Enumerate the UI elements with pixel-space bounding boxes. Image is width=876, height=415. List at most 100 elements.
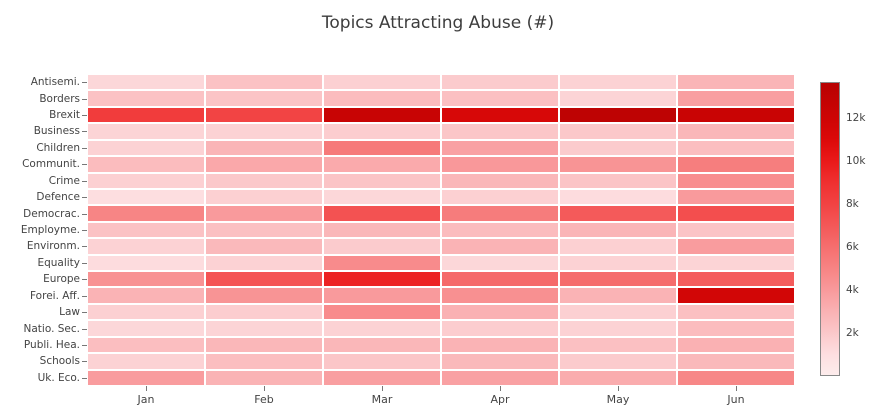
heatmap-cell[interactable]: [442, 140, 558, 156]
heatmap-cell[interactable]: [442, 91, 558, 106]
heatmap-cell[interactable]: [88, 107, 204, 123]
heatmap-cell[interactable]: [560, 206, 676, 221]
heatmap-cell[interactable]: [324, 321, 440, 336]
heatmap-cell[interactable]: [678, 173, 794, 188]
heatmap-cell[interactable]: [678, 239, 794, 254]
heatmap-cell[interactable]: [678, 140, 794, 156]
heatmap-cell[interactable]: [324, 91, 440, 106]
heatmap-cell[interactable]: [678, 75, 794, 90]
heatmap-cell[interactable]: [88, 370, 204, 385]
heatmap-cell[interactable]: [88, 337, 204, 353]
heatmap-cell[interactable]: [442, 354, 558, 369]
heatmap-cell[interactable]: [442, 370, 558, 385]
heatmap-cell[interactable]: [442, 288, 558, 303]
heatmap-cell[interactable]: [442, 321, 558, 336]
heatmap-cell[interactable]: [560, 107, 676, 123]
heatmap-cell[interactable]: [206, 239, 322, 254]
heatmap-cell[interactable]: [560, 321, 676, 336]
heatmap-cell[interactable]: [88, 255, 204, 271]
heatmap-cell[interactable]: [442, 304, 558, 320]
heatmap-cell[interactable]: [206, 354, 322, 369]
heatmap-cell[interactable]: [442, 239, 558, 254]
heatmap-cell[interactable]: [678, 91, 794, 106]
heatmap-cell[interactable]: [324, 255, 440, 271]
heatmap-cell[interactable]: [88, 239, 204, 254]
heatmap-cell[interactable]: [442, 206, 558, 221]
heatmap-cell[interactable]: [678, 255, 794, 271]
heatmap-cell[interactable]: [678, 337, 794, 353]
heatmap-cell[interactable]: [324, 107, 440, 123]
heatmap-cell[interactable]: [324, 75, 440, 90]
heatmap-cell[interactable]: [206, 91, 322, 106]
heatmap-cell[interactable]: [324, 239, 440, 254]
heatmap-cell[interactable]: [560, 124, 676, 139]
heatmap-cell[interactable]: [324, 272, 440, 287]
heatmap-cell[interactable]: [678, 189, 794, 205]
heatmap-cell[interactable]: [88, 91, 204, 106]
heatmap-cell[interactable]: [560, 337, 676, 353]
heatmap-cell[interactable]: [206, 272, 322, 287]
heatmap-cell[interactable]: [206, 75, 322, 90]
heatmap-cell[interactable]: [88, 304, 204, 320]
heatmap-cell[interactable]: [442, 173, 558, 188]
heatmap-cell[interactable]: [324, 157, 440, 172]
heatmap-cell[interactable]: [324, 288, 440, 303]
heatmap-cell[interactable]: [442, 107, 558, 123]
heatmap-cell[interactable]: [560, 173, 676, 188]
heatmap-cell[interactable]: [560, 255, 676, 271]
heatmap-cell[interactable]: [88, 272, 204, 287]
heatmap-cell[interactable]: [324, 354, 440, 369]
heatmap-cell[interactable]: [206, 370, 322, 385]
heatmap-cell[interactable]: [206, 206, 322, 221]
heatmap-cell[interactable]: [560, 140, 676, 156]
heatmap-cell[interactable]: [560, 91, 676, 106]
heatmap-cell[interactable]: [560, 304, 676, 320]
heatmap-cell[interactable]: [442, 75, 558, 90]
heatmap-cell[interactable]: [324, 206, 440, 221]
heatmap-cell[interactable]: [442, 157, 558, 172]
heatmap-cell[interactable]: [442, 272, 558, 287]
heatmap-cell[interactable]: [206, 140, 322, 156]
heatmap-cell[interactable]: [560, 272, 676, 287]
heatmap-cell[interactable]: [442, 189, 558, 205]
heatmap-cell[interactable]: [442, 124, 558, 139]
heatmap-cell[interactable]: [678, 321, 794, 336]
heatmap-cell[interactable]: [206, 173, 322, 188]
heatmap-cell[interactable]: [560, 370, 676, 385]
heatmap-cell[interactable]: [324, 304, 440, 320]
heatmap-cell[interactable]: [88, 157, 204, 172]
heatmap-cell[interactable]: [324, 370, 440, 385]
heatmap-cell[interactable]: [88, 354, 204, 369]
heatmap-cell[interactable]: [560, 222, 676, 238]
heatmap-cell[interactable]: [88, 75, 204, 90]
heatmap-cell[interactable]: [324, 337, 440, 353]
heatmap-cell[interactable]: [206, 107, 322, 123]
heatmap-cell[interactable]: [206, 157, 322, 172]
heatmap-cell[interactable]: [88, 321, 204, 336]
heatmap-cell[interactable]: [678, 206, 794, 221]
heatmap-cell[interactable]: [324, 140, 440, 156]
heatmap-cell[interactable]: [206, 288, 322, 303]
heatmap-cell[interactable]: [88, 173, 204, 188]
heatmap-cell[interactable]: [560, 239, 676, 254]
heatmap-cell[interactable]: [678, 157, 794, 172]
heatmap-cell[interactable]: [442, 222, 558, 238]
heatmap-cell[interactable]: [324, 124, 440, 139]
heatmap-cell[interactable]: [206, 124, 322, 139]
heatmap-cell[interactable]: [560, 288, 676, 303]
heatmap-cell[interactable]: [678, 288, 794, 303]
heatmap-cell[interactable]: [206, 189, 322, 205]
heatmap-cell[interactable]: [88, 222, 204, 238]
heatmap-cell[interactable]: [88, 206, 204, 221]
heatmap-cell[interactable]: [678, 370, 794, 385]
heatmap-cell[interactable]: [206, 222, 322, 238]
heatmap-cell[interactable]: [678, 304, 794, 320]
heatmap-cell[interactable]: [560, 157, 676, 172]
heatmap-cell[interactable]: [324, 189, 440, 205]
heatmap-cell[interactable]: [88, 189, 204, 205]
heatmap-cell[interactable]: [206, 255, 322, 271]
heatmap-cell[interactable]: [206, 321, 322, 336]
heatmap-cell[interactable]: [88, 288, 204, 303]
heatmap-cell[interactable]: [678, 222, 794, 238]
heatmap-cell[interactable]: [324, 222, 440, 238]
